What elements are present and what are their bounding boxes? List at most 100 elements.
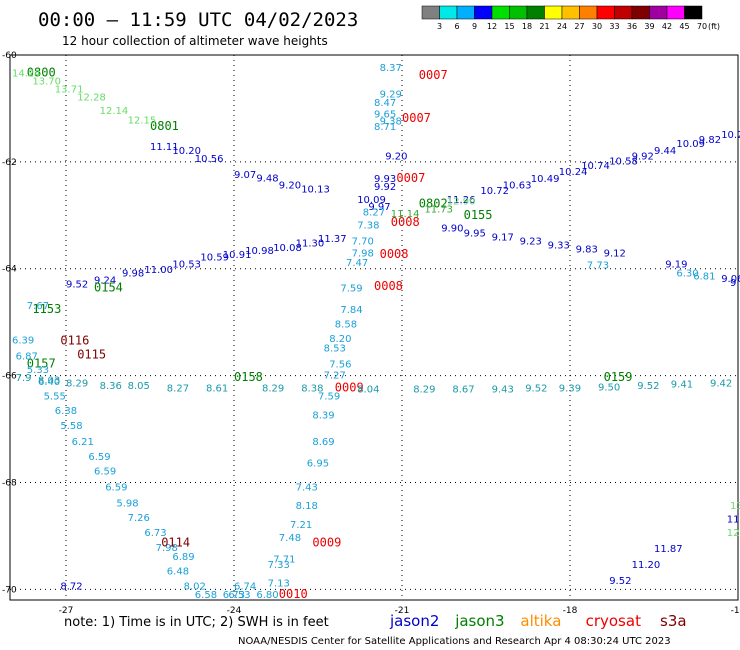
swh-value: 7.56 bbox=[329, 360, 351, 371]
swh-value: 11.11 bbox=[150, 142, 179, 153]
swh-value: 9.20 bbox=[385, 152, 407, 163]
swh-value: 9.19 bbox=[665, 260, 687, 271]
chart-subtitle: 12 hour collection of altimeter wave hei… bbox=[62, 34, 328, 48]
swh-value: 6.58 bbox=[195, 590, 217, 601]
axis-ticks: -27 -24 -21 -18 -15 -60 -62 -64 -66 -68 -70 bbox=[2, 51, 740, 616]
y-tick-label: -64 bbox=[2, 265, 17, 275]
swh-value: 8.69 bbox=[312, 437, 334, 448]
y-tick-label: -62 bbox=[2, 158, 17, 168]
x-tick-label: -24 bbox=[227, 606, 242, 616]
colorbar-legend: 3 6 9 12 15 18 21 24 27 30 33 36 39 42 45 70 (ft) bbox=[421, 5, 720, 31]
swh-value: 10.74 bbox=[581, 161, 610, 172]
swh-value: 9.9 bbox=[730, 278, 740, 289]
swh-value: 6.80 bbox=[256, 590, 278, 601]
swh-value: 10.09 bbox=[357, 195, 386, 206]
footer-note: note: 1) Time is in UTC; 2) SWH is in fe… bbox=[64, 615, 329, 630]
swh-value: 10.13 bbox=[301, 184, 330, 195]
colorbar-swatch bbox=[631, 5, 650, 20]
time-label: 0155 bbox=[464, 208, 493, 222]
swh-value: 8.04 bbox=[357, 385, 379, 396]
x-tick-label: -15 bbox=[731, 606, 740, 616]
time-label: 0115 bbox=[77, 347, 106, 361]
colorbar-label: 9 bbox=[472, 22, 477, 31]
colorbar-label: 33 bbox=[609, 22, 619, 31]
time-label: 0008 bbox=[391, 215, 420, 229]
swh-value: 9.97 bbox=[368, 202, 390, 213]
swh-value: 8.36 bbox=[100, 381, 122, 392]
swh-value: 9.98 bbox=[122, 269, 144, 280]
swh-value: 12.39 bbox=[727, 528, 740, 539]
swh-value: 5.55 bbox=[44, 392, 66, 403]
time-label: 0114 bbox=[161, 536, 190, 550]
swh-value: 9.24 bbox=[94, 276, 116, 287]
swh-value: 7.98 bbox=[156, 543, 178, 554]
swh-value: 7.59 bbox=[340, 284, 362, 295]
colorbar-label: 27 bbox=[574, 22, 584, 31]
swh-value: 8.72 bbox=[60, 581, 82, 592]
swh-value: 8.27 bbox=[363, 207, 385, 218]
swh-value: 8.18 bbox=[296, 501, 318, 512]
swh-value: 9.33 bbox=[548, 240, 570, 251]
y-tick-label: -70 bbox=[2, 585, 17, 595]
swh-value: 8.27 bbox=[167, 384, 189, 395]
swh-value: 8.20 bbox=[329, 334, 351, 345]
swh-value: 11.00 bbox=[144, 265, 173, 276]
swh-value: 12.15 bbox=[128, 115, 157, 126]
swh-value: 7.47 bbox=[346, 258, 368, 269]
swh-value: 8.58 bbox=[335, 320, 357, 331]
swh-value: 8.29 bbox=[66, 378, 88, 389]
swh-value: 10.08 bbox=[273, 243, 302, 254]
colorbar-swatch bbox=[526, 5, 545, 20]
colorbar-label: 45 bbox=[679, 22, 689, 31]
swh-value: 12.90 bbox=[447, 197, 476, 208]
swh-value: 6.81 bbox=[693, 271, 715, 282]
swh-value: 10.20 bbox=[172, 146, 201, 157]
swh-value: 9.52 bbox=[609, 576, 631, 587]
colorbar-swatch bbox=[491, 5, 510, 20]
swh-value: 6.73 bbox=[223, 590, 245, 601]
swh-value: 7.43 bbox=[296, 482, 318, 493]
swh-value: 12.28 bbox=[77, 92, 106, 103]
swh-value: 7.38 bbox=[357, 221, 379, 232]
time-label: 0009 bbox=[335, 381, 364, 395]
swh-value: 8.05 bbox=[128, 381, 150, 392]
swh-value: 7.13 bbox=[268, 579, 290, 590]
swh-value: 9.50 bbox=[598, 383, 620, 394]
swh-value: 6.53 bbox=[228, 590, 250, 601]
swh-value: 10.58 bbox=[609, 157, 638, 168]
plot-frame bbox=[9, 54, 739, 601]
swh-value: 9.52 bbox=[525, 384, 547, 395]
colorbar-label: 36 bbox=[627, 22, 637, 31]
swh-value: 11.69 bbox=[727, 515, 740, 526]
satellite-legend-item: jason2 bbox=[389, 612, 439, 630]
swh-value: 9.65 bbox=[374, 110, 396, 121]
swh-value: 8.61 bbox=[206, 384, 228, 395]
swh-value: 6.38 bbox=[55, 406, 77, 417]
swh-value: 10.53 bbox=[172, 260, 201, 271]
swh-value: 5.98 bbox=[116, 498, 138, 509]
time-label: 0116 bbox=[60, 334, 89, 348]
x-tick-label: -27 bbox=[59, 606, 74, 616]
swh-value: 9.06 bbox=[721, 274, 740, 285]
swh-value: 10.72 bbox=[480, 186, 509, 197]
colorbar-swatch bbox=[666, 5, 685, 20]
grid-lines bbox=[10, 55, 738, 600]
swh-value: 7.98 bbox=[352, 248, 374, 259]
swh-value: 9.93 bbox=[374, 174, 396, 185]
swh-value: 7.73 bbox=[587, 261, 609, 272]
swh-value: 7.21 bbox=[290, 520, 312, 531]
colorbar-swatch bbox=[614, 5, 633, 20]
swh-value: 7.71 bbox=[273, 555, 295, 566]
swh-value: 9.44 bbox=[654, 146, 676, 157]
swh-value: 10.49 bbox=[531, 174, 560, 185]
chart-title: 00:00 – 11:59 UTC 04/02/2023 bbox=[38, 9, 358, 31]
colorbar-label: 15 bbox=[504, 22, 514, 31]
colorbar-label: 6 bbox=[454, 22, 459, 31]
time-label: 0159 bbox=[604, 370, 633, 384]
swh-value: 6.73 bbox=[144, 528, 166, 539]
colorbar-swatch bbox=[561, 5, 580, 20]
swh-value: 9.95 bbox=[464, 229, 486, 240]
colorbar-swatch bbox=[509, 5, 528, 20]
swh-value: 9.52 bbox=[66, 279, 88, 290]
swh-value: 10.63 bbox=[503, 181, 532, 192]
